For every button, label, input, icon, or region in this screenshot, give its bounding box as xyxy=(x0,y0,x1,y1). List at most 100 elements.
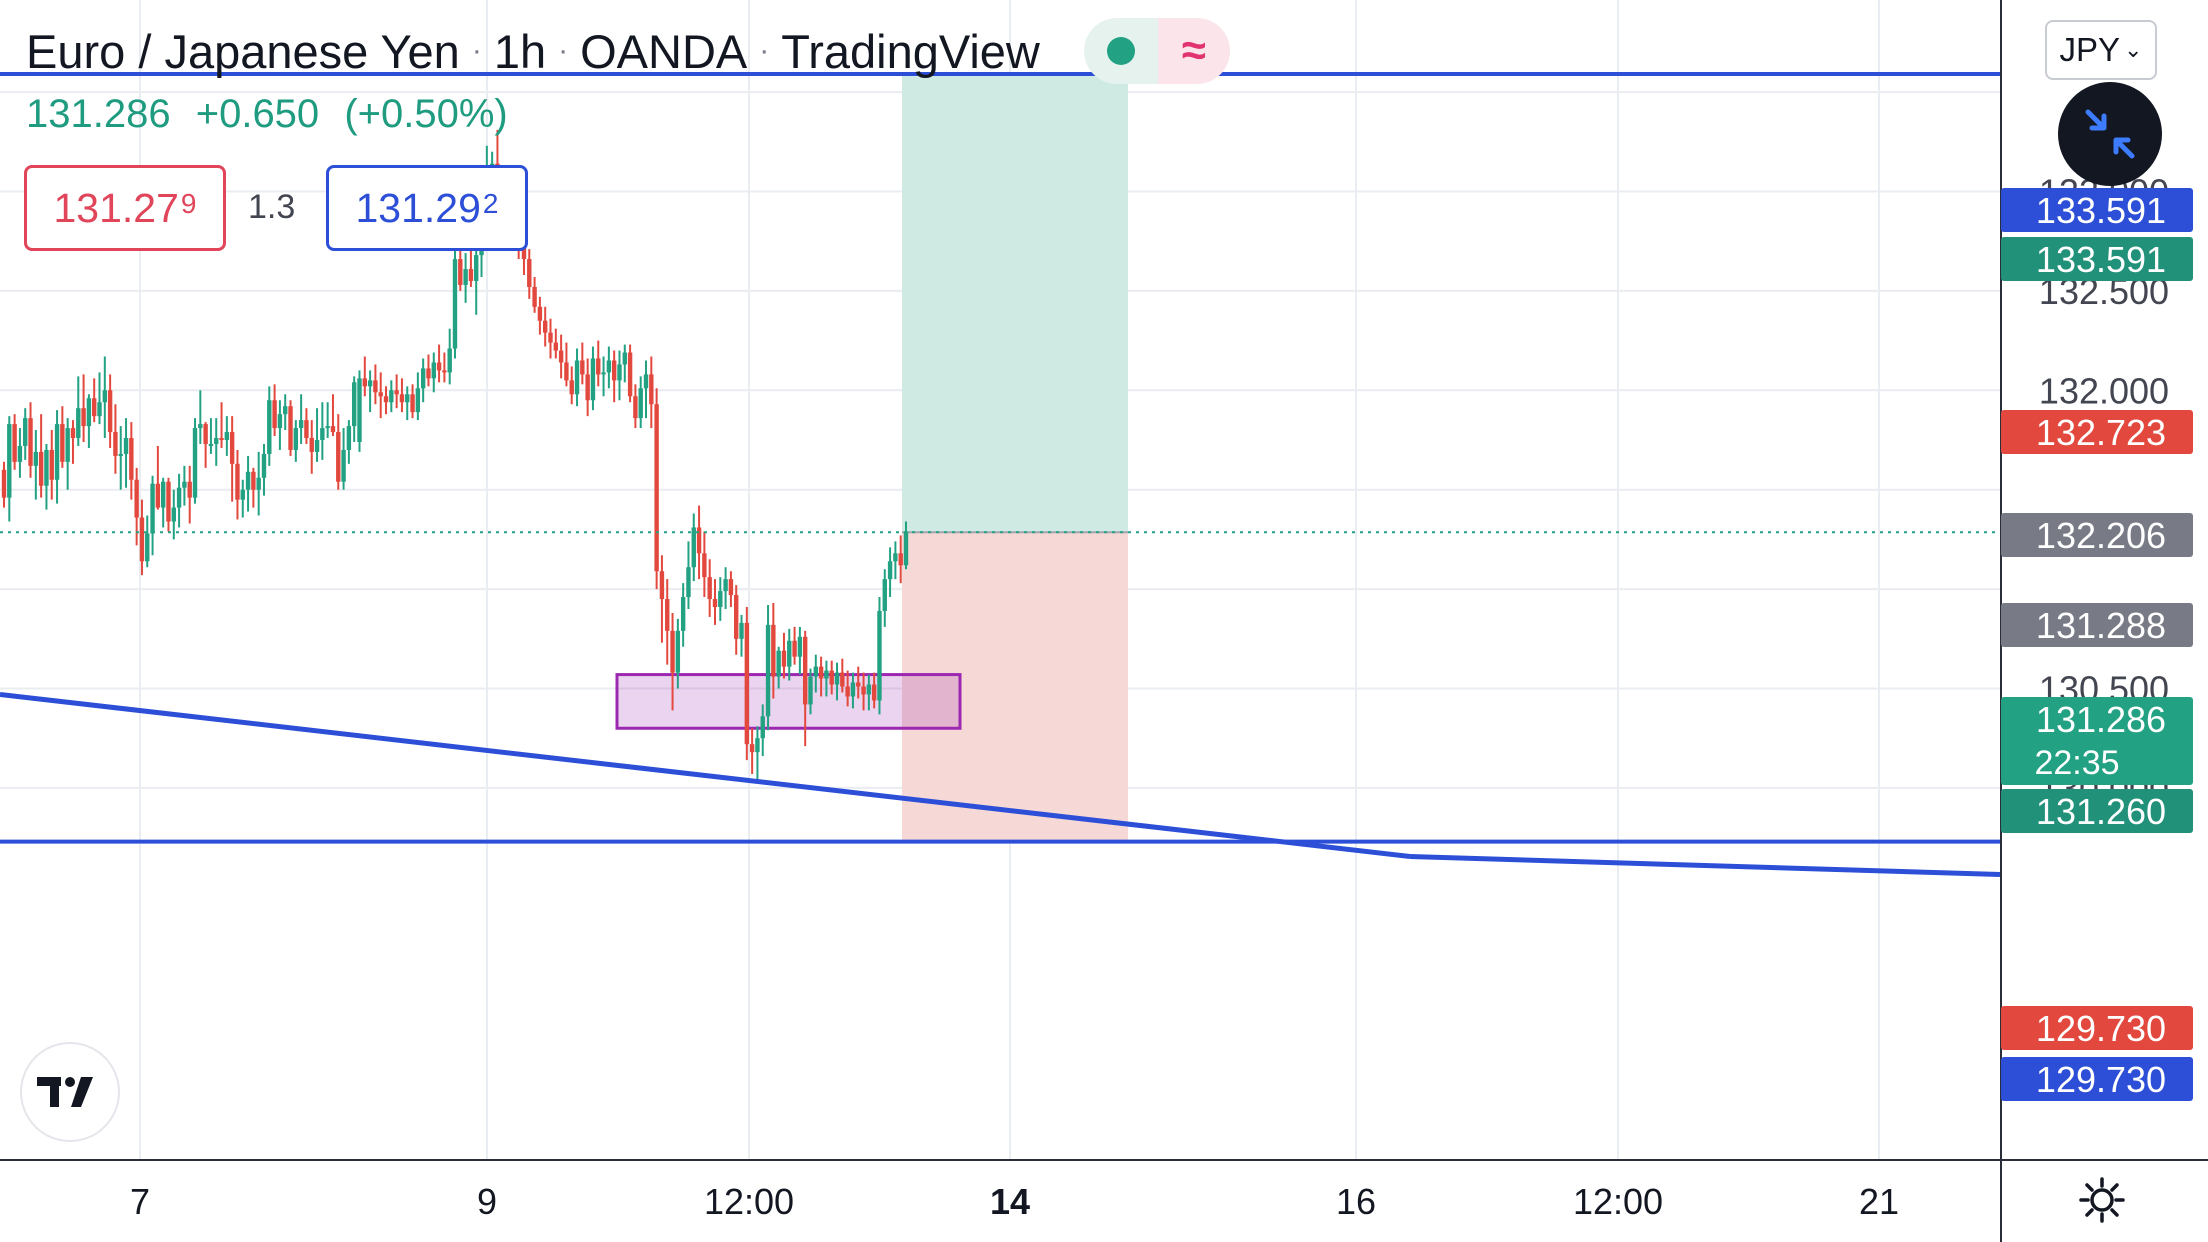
candle xyxy=(691,513,696,582)
candle-body xyxy=(596,358,601,375)
candle xyxy=(283,394,288,431)
candle xyxy=(824,660,829,697)
candle-body xyxy=(38,451,44,486)
candle-body xyxy=(569,380,574,395)
candle xyxy=(60,406,65,468)
candle xyxy=(394,374,399,409)
candle xyxy=(771,603,776,699)
candle xyxy=(272,384,277,437)
candle-body xyxy=(627,352,633,397)
candle-body xyxy=(410,394,415,413)
candle xyxy=(65,418,70,490)
candle xyxy=(553,328,559,359)
candle-body xyxy=(813,666,818,677)
candle-body xyxy=(845,686,850,697)
candle xyxy=(336,414,341,490)
candle xyxy=(346,420,352,464)
candle xyxy=(723,567,728,609)
gear-icon[interactable] xyxy=(2078,1176,2126,1224)
interval-label[interactable]: 1h xyxy=(493,24,547,78)
buy-price-pip: 2 xyxy=(482,188,499,219)
candle xyxy=(617,350,622,401)
candle xyxy=(643,360,649,419)
candle-body xyxy=(643,374,649,389)
buy-button[interactable]: 131.29 2 xyxy=(326,165,528,251)
x-axis-tick-label: 12:00 xyxy=(1573,1181,1663,1222)
candle xyxy=(532,276,537,313)
candle-body xyxy=(33,451,39,466)
collapse-button[interactable] xyxy=(2058,82,2162,186)
candle-body xyxy=(696,527,702,554)
candle xyxy=(468,245,474,287)
price-label-bg xyxy=(2001,188,2193,232)
candle-body xyxy=(267,400,272,454)
candle-body xyxy=(787,640,792,667)
candle-body xyxy=(665,599,670,631)
candle-body xyxy=(702,553,707,578)
candle xyxy=(405,386,410,421)
candle-body xyxy=(272,400,277,429)
candle-body xyxy=(707,577,712,600)
candle-body xyxy=(468,269,474,281)
candle-body xyxy=(611,360,617,381)
candle-body xyxy=(1,469,7,498)
candle-body xyxy=(474,255,479,281)
candle xyxy=(866,674,872,711)
candle xyxy=(171,489,176,540)
currency-selector[interactable]: JPY ⌄ xyxy=(2045,20,2157,80)
candle xyxy=(882,569,887,627)
price-axis-label: 132.723 xyxy=(2001,410,2193,454)
candle-body xyxy=(176,487,182,508)
candle-body xyxy=(102,390,108,403)
candle xyxy=(887,547,893,598)
candle-body xyxy=(824,670,829,679)
candle xyxy=(187,465,192,524)
candle xyxy=(850,672,856,709)
price-label-text: 131.260 xyxy=(2036,791,2166,832)
candle xyxy=(304,408,309,444)
sell-button[interactable]: 131.27 9 xyxy=(24,165,226,251)
candle-body xyxy=(160,481,166,508)
candle xyxy=(298,394,304,444)
candle xyxy=(118,426,123,490)
candle xyxy=(33,430,39,500)
candle-body xyxy=(866,684,872,695)
candle-body xyxy=(341,449,346,482)
candle xyxy=(314,408,320,462)
symbol-name[interactable]: Euro / Japanese Yen xyxy=(26,24,460,78)
candle-body xyxy=(23,418,28,446)
candle xyxy=(447,328,452,385)
candle xyxy=(208,418,214,454)
status-dot-icon xyxy=(1106,37,1135,65)
price-label-text: 131.288 xyxy=(2036,605,2166,646)
candle xyxy=(309,420,314,474)
candle xyxy=(871,672,877,709)
candle xyxy=(240,479,245,518)
price-label-text: 133.591 xyxy=(2036,190,2166,231)
price-label-bg xyxy=(2001,410,2193,454)
candle xyxy=(330,394,336,437)
candle-body xyxy=(309,438,314,452)
candle-body xyxy=(558,350,564,363)
target-zone xyxy=(902,74,1128,533)
candle xyxy=(357,370,362,452)
price-label-bg xyxy=(2001,1006,2193,1050)
candle-body xyxy=(65,428,70,462)
candle-body xyxy=(548,332,553,343)
tradingview-logo-button[interactable] xyxy=(20,1042,120,1142)
candle xyxy=(256,451,261,516)
candle xyxy=(224,416,230,456)
market-status-pill[interactable]: ≈ xyxy=(1083,18,1230,84)
candle xyxy=(320,402,325,460)
drawing-lines xyxy=(0,72,2001,877)
candle-body xyxy=(802,636,808,705)
candle xyxy=(54,410,60,504)
candle xyxy=(351,376,357,442)
candle xyxy=(606,346,612,389)
candle-body xyxy=(405,394,410,403)
candle xyxy=(601,356,606,397)
price-axis-label: 131.288 xyxy=(2001,603,2193,647)
wave-icon: ≈ xyxy=(1157,18,1230,84)
candle-body xyxy=(606,360,612,373)
